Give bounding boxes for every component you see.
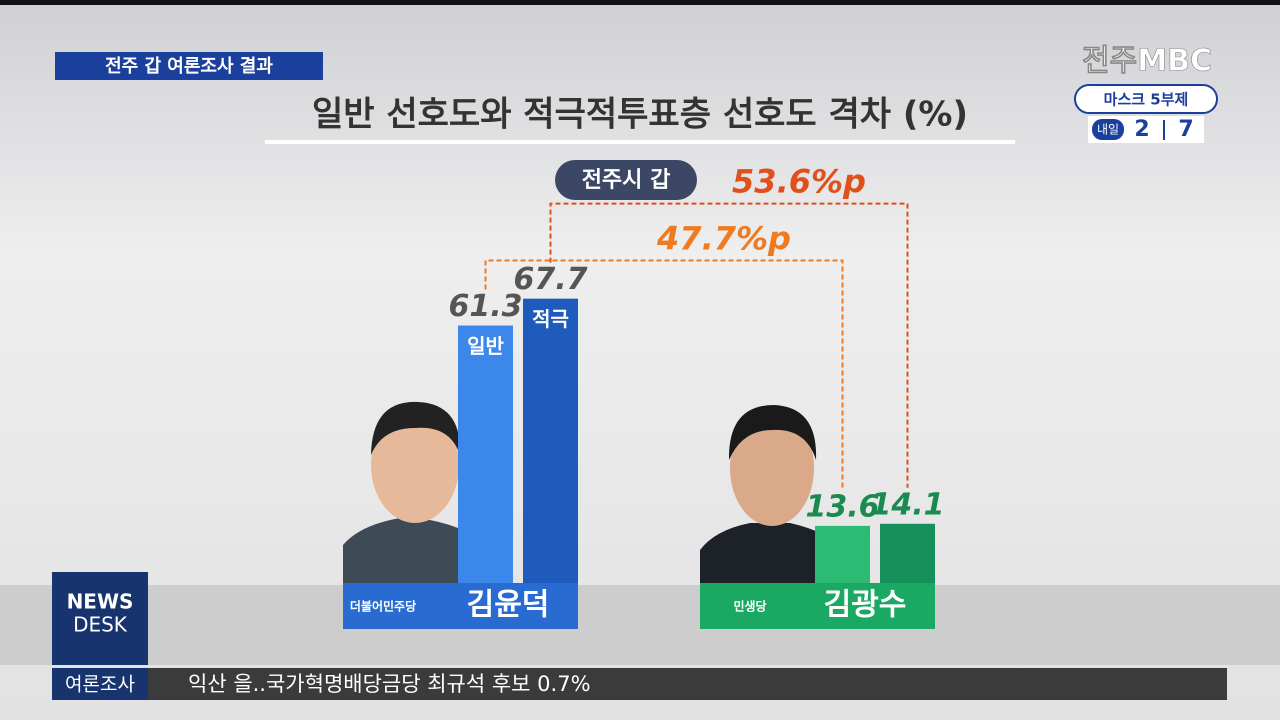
candidate-photo [343, 401, 490, 583]
candidate-name: 김광수 [824, 588, 907, 623]
series-label: 적극 [532, 307, 569, 331]
bar [523, 298, 578, 583]
name-plate [700, 583, 935, 629]
party-name: 민생당 [733, 599, 766, 614]
gap-annotation: 47.7%p [656, 220, 791, 258]
notice-box [1074, 84, 1218, 114]
plate-number: 2 [1134, 117, 1149, 142]
candidate-photo [700, 405, 845, 583]
ticker-label-box [52, 668, 148, 700]
plate-number: 7 [1178, 117, 1193, 142]
ticker-bar [148, 668, 1227, 700]
gap-annotation: 53.6%p [732, 163, 866, 201]
gap-connector [484, 259, 844, 490]
bar [880, 523, 935, 583]
value-label: 13.6 [805, 489, 879, 524]
ticker-label: 여론조사 [65, 674, 135, 696]
candidate-name: 김윤덕 [467, 588, 550, 623]
title-underline [265, 140, 1015, 144]
news-desk-line: NEWS [67, 590, 134, 614]
bar [815, 525, 870, 583]
subtitle-pill [555, 160, 697, 200]
value-label: 14.1 [870, 487, 944, 522]
series-label: 일반 [467, 334, 504, 358]
party-name: 더불어민주당 [350, 599, 416, 614]
chart-title: 일반 선호도와 적극적투표층 선호도 격차 (%) [312, 95, 968, 135]
tomorrow: 내일 [1097, 123, 1119, 137]
news-desk-box [52, 572, 148, 665]
news-desk-line: DESK [73, 613, 128, 637]
notice: 마스크 5부제 [1104, 91, 1189, 109]
lower-band [0, 585, 1280, 665]
chart-subtitle: 전주시 갑 [582, 168, 671, 193]
station-logo: 전주MBC [1082, 44, 1212, 79]
value-label: 67.7 [513, 262, 587, 297]
header-tag: 전주 갑 여론조사 결과 [105, 56, 273, 77]
header-tag-box [55, 52, 323, 80]
tomorrow-pill [1092, 119, 1124, 140]
top-strip [0, 0, 1280, 5]
name-plate [343, 583, 578, 629]
ticker-text: 익산 을..국가혁명배당금당 최규석 후보 0.7% [188, 672, 591, 696]
bar [458, 325, 513, 583]
value-label: 61.3 [448, 289, 522, 324]
